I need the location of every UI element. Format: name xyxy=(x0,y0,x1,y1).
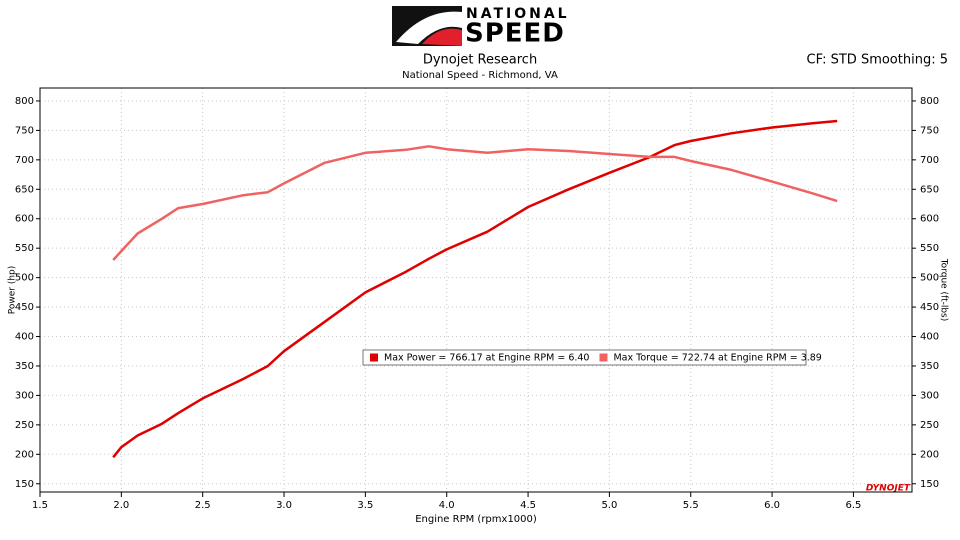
y2-tick-label: 350 xyxy=(920,361,939,372)
y-tick-label: 750 xyxy=(15,125,34,136)
legend-swatch xyxy=(599,353,608,362)
x-tick-label: 2.0 xyxy=(113,500,129,511)
legend-label: Max Torque = 722.74 at Engine RPM = 3.89 xyxy=(613,353,821,364)
watermark: DYNOJET xyxy=(866,484,911,494)
chart-title: Dynojet Research xyxy=(423,53,537,68)
x-tick-label: 4.0 xyxy=(439,500,455,511)
x-tick-label: 2.5 xyxy=(195,500,211,511)
series-line xyxy=(112,145,838,261)
y2-tick-label: 500 xyxy=(920,273,939,284)
y2-tick-label: 550 xyxy=(920,243,939,254)
y2-tick-label: 700 xyxy=(920,155,939,166)
x-tick-label: 3.5 xyxy=(357,500,373,511)
x-tick-label: 1.5 xyxy=(32,500,48,511)
y-tick-label: 150 xyxy=(15,479,34,490)
y2-tick-label: 300 xyxy=(920,390,939,401)
y2-axis-label: Torque (ft-lbs) xyxy=(939,258,949,322)
y-tick-label: 600 xyxy=(15,214,34,225)
chart-subtitle: National Speed - Richmond, VA xyxy=(402,70,558,81)
y-tick-label: 200 xyxy=(15,449,34,460)
x-tick-label: 5.5 xyxy=(683,500,699,511)
logo-swoosh xyxy=(396,11,462,44)
logo-swoosh-red xyxy=(422,28,462,46)
y-tick-label: 300 xyxy=(15,390,34,401)
y2-tick-label: 200 xyxy=(920,449,939,460)
series-line xyxy=(112,119,838,459)
logo: NATIONAL SPEED xyxy=(392,6,570,49)
x-tick-label: 5.0 xyxy=(601,500,617,511)
legend: Max Power = 766.17 at Engine RPM = 6.40 M… xyxy=(362,349,822,366)
x-axis-label: Engine RPM (rpmx1000) xyxy=(415,514,537,525)
y-tick-label: 700 xyxy=(15,155,34,166)
annotation: CF: STD Smoothing: 5 xyxy=(807,53,948,68)
legend-label: Max Power = 766.17 at Engine RPM = 6.40 xyxy=(384,353,589,364)
x-tick-label: 6.5 xyxy=(845,500,861,511)
plot-frame xyxy=(39,87,913,493)
y-tick-label: 800 xyxy=(15,96,34,107)
logo-line1: NATIONAL xyxy=(466,6,570,22)
y-axis-label: Power (hp) xyxy=(8,266,18,315)
y-tick-label: 350 xyxy=(15,361,34,372)
legend-box xyxy=(362,349,807,366)
logo-line2: SPEED xyxy=(465,19,565,49)
x-tick-label: 3.0 xyxy=(276,500,292,511)
y-tick-label: 550 xyxy=(15,243,34,254)
y-tick-label: 250 xyxy=(15,420,34,431)
x-tick-label: 6.0 xyxy=(764,500,780,511)
y-tick-label: 450 xyxy=(15,302,34,313)
y2-tick-label: 600 xyxy=(920,214,939,225)
y-tick-label: 400 xyxy=(15,332,34,343)
y2-tick-label: 800 xyxy=(920,96,939,107)
y-tick-label: 650 xyxy=(15,184,34,195)
y2-tick-label: 150 xyxy=(920,479,939,490)
x-tick-label: 4.5 xyxy=(520,500,536,511)
y2-tick-label: 650 xyxy=(920,184,939,195)
y2-tick-label: 400 xyxy=(920,332,939,343)
y2-tick-label: 450 xyxy=(920,302,939,313)
legend-swatch xyxy=(370,353,378,362)
y2-tick-label: 750 xyxy=(920,125,939,136)
y2-tick-label: 250 xyxy=(920,420,939,431)
y-tick-label: 500 xyxy=(15,273,34,284)
